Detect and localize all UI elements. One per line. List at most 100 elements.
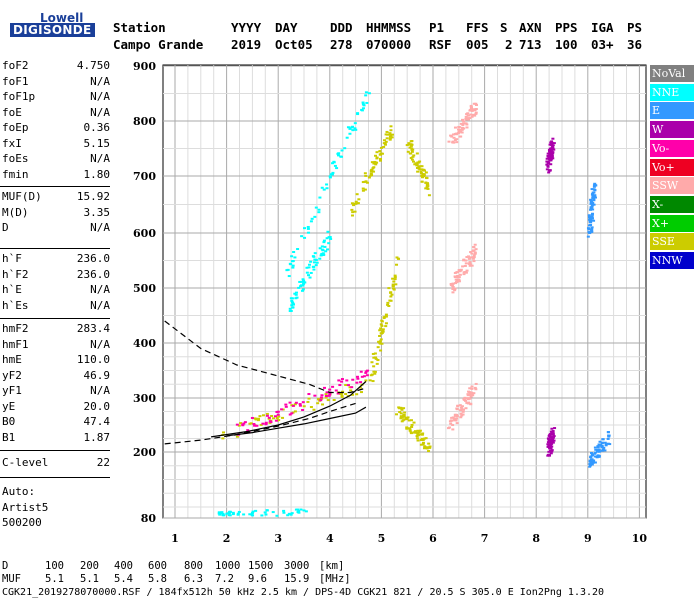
echo-point <box>591 192 595 195</box>
echo-point <box>470 387 474 390</box>
echo-point <box>318 257 322 260</box>
echo-point <box>453 289 457 292</box>
echo-point <box>361 107 365 110</box>
echo-point <box>428 446 432 449</box>
legend-item-nnw: NNW <box>650 252 694 269</box>
param-value: N/A <box>90 221 110 234</box>
echo-point <box>550 439 554 442</box>
header-label-8: AXN <box>519 20 542 35</box>
echo-point <box>415 162 419 165</box>
echo-point <box>348 386 352 389</box>
echo-point <box>453 126 457 129</box>
echo-point <box>464 399 468 402</box>
param-name: foF1 <box>2 74 29 88</box>
echo-point <box>546 162 550 165</box>
echo-point <box>420 433 424 436</box>
echo-point <box>600 449 604 452</box>
echo-point <box>547 148 551 151</box>
param-value: 3.35 <box>83 205 111 219</box>
echo-point <box>251 514 255 517</box>
echo-point <box>455 141 459 144</box>
echo-point <box>451 416 455 419</box>
param-he: h`E N/A <box>2 283 110 298</box>
param-value: 5.15 <box>83 136 111 150</box>
echo-point <box>454 419 458 422</box>
echo-point <box>456 274 460 277</box>
auto-text-1: Auto: <box>2 485 36 498</box>
y-tick-label: 300 <box>133 392 156 405</box>
auto-text-2: Artist5 <box>2 500 49 514</box>
echo-point <box>274 419 278 422</box>
param-name: hmF1 <box>2 337 29 351</box>
echo-point <box>596 450 600 453</box>
echo-point <box>416 429 420 432</box>
echo-point <box>308 276 312 279</box>
echo-point <box>466 398 470 401</box>
echo-point <box>455 413 459 416</box>
echo-point <box>463 264 467 267</box>
echo-point <box>595 456 599 459</box>
echo-point <box>604 443 608 446</box>
echo-point <box>353 210 357 213</box>
echo-point <box>410 149 414 152</box>
echo-point <box>275 417 279 420</box>
echo-point <box>353 127 357 130</box>
echo-point <box>372 365 376 368</box>
echo-point <box>270 415 274 418</box>
echo-point <box>350 214 354 217</box>
echo-point <box>372 370 376 373</box>
echo-point <box>464 271 468 274</box>
echo-point <box>402 407 406 410</box>
echo-point <box>292 303 296 306</box>
echo-point <box>550 155 554 158</box>
echo-point <box>459 135 463 138</box>
echo-point <box>453 414 457 417</box>
echo-point <box>235 435 239 438</box>
echo-point <box>472 246 476 249</box>
echo-point <box>379 349 383 352</box>
footer-muf-value: 15.9 <box>284 573 310 585</box>
echo-point <box>391 133 395 136</box>
echo-point <box>469 107 473 110</box>
param-value: N/A <box>90 105 110 119</box>
echo-point <box>307 274 311 277</box>
echo-point <box>589 206 593 209</box>
echo-point <box>336 154 340 157</box>
echo-point <box>384 325 388 328</box>
echo-point <box>276 413 280 416</box>
echo-point <box>447 140 451 143</box>
logo-lowell-text: Lowell <box>40 11 84 25</box>
echo-point <box>469 251 473 254</box>
echo-point <box>428 445 432 448</box>
echo-point <box>459 130 463 133</box>
echo-point <box>388 135 392 138</box>
echo-point <box>603 441 607 444</box>
echo-point <box>403 411 407 414</box>
echo-point <box>363 188 367 191</box>
echo-point <box>466 118 470 121</box>
echo-point <box>348 132 352 135</box>
echo-point <box>361 187 365 190</box>
echo-point <box>307 266 311 269</box>
echo-point <box>324 394 328 397</box>
echo-point <box>548 433 552 436</box>
param-fof1: foF1 N/A <box>2 75 110 90</box>
echo-point <box>324 250 328 253</box>
echo-point <box>333 164 337 167</box>
echo-point <box>320 186 324 189</box>
echo-point <box>409 156 413 159</box>
echo-point <box>378 159 382 162</box>
header-label-4: HHMMSS <box>366 20 412 35</box>
echo-point <box>548 143 552 146</box>
echo-point <box>340 380 344 383</box>
echo-point <box>597 443 601 446</box>
echo-point <box>302 280 306 283</box>
echo-point <box>323 245 327 248</box>
echo-point <box>589 461 593 464</box>
echo-point <box>546 437 550 440</box>
echo-point <box>324 393 328 396</box>
echo-point <box>470 264 474 267</box>
header-value-1: 2019 <box>231 37 262 52</box>
echo-point <box>282 511 286 514</box>
param-name: hmE <box>2 353 22 366</box>
